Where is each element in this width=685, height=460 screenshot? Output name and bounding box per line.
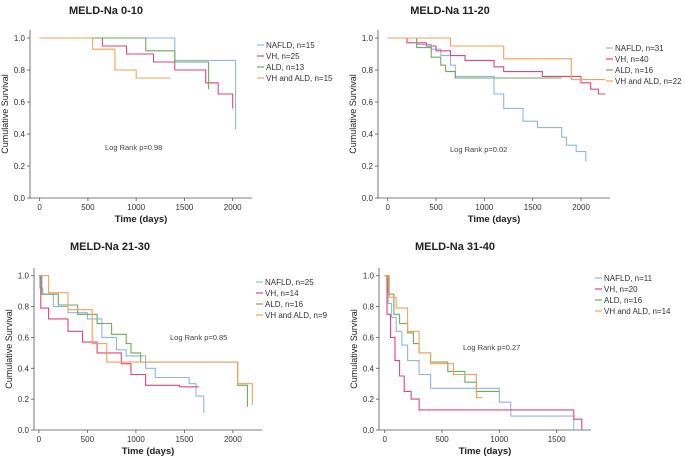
legend-entry: ALD, n=13 bbox=[266, 63, 305, 72]
series-line-vh bbox=[38, 275, 199, 388]
y-tick-label: 0.6 bbox=[14, 98, 26, 107]
legend-entry: VH and ALD, n=22 bbox=[615, 77, 682, 86]
x-tick-label: 1000 bbox=[490, 435, 508, 444]
x-tick-label: 0 bbox=[37, 203, 42, 212]
x-tick-label: 0 bbox=[383, 435, 388, 444]
y-tick-label: 0.0 bbox=[362, 194, 374, 203]
y-axis-label: Cumulative Survival bbox=[349, 309, 359, 389]
legend-entry: VH, n=14 bbox=[265, 289, 299, 298]
x-tick-label: 1000 bbox=[127, 203, 145, 212]
series-line-vh-and-ald bbox=[384, 275, 483, 399]
y-tick-label: 0.8 bbox=[363, 303, 375, 312]
legend: NAFLD, n=25 VH, n=14 ALD, n=16 VH and ALD, … bbox=[256, 278, 328, 320]
y-tick-label: 0.4 bbox=[363, 364, 375, 373]
x-tick-label: 1500 bbox=[548, 435, 566, 444]
y-axis-label: Cumulative Survival bbox=[348, 74, 358, 154]
series-line-ald bbox=[39, 37, 210, 90]
x-tick-label: 500 bbox=[429, 203, 443, 212]
legend: NAFLD, n=31 VH, n=40 ALD, n=16 VH and ALD, … bbox=[606, 44, 682, 86]
y-tick-label: 0.2 bbox=[363, 395, 375, 404]
x-axis-label: Time (days) bbox=[122, 446, 175, 457]
x-axis-label: Time (days) bbox=[115, 214, 168, 225]
x-tick-label: 0 bbox=[385, 203, 390, 212]
x-tick-label: 2000 bbox=[224, 435, 242, 444]
x-tick-label: 2000 bbox=[224, 203, 242, 212]
series-line-vh bbox=[387, 37, 606, 95]
series-line-vh-and-ald bbox=[38, 275, 253, 406]
y-tick-label: 0.8 bbox=[362, 66, 374, 75]
y-tick-label: 0.2 bbox=[362, 162, 374, 171]
legend-entry: VH and ALD, n=15 bbox=[266, 74, 333, 83]
log-rank-annotation: Log Rank p=0.98 bbox=[105, 143, 162, 152]
legend-entry: NAFLD, n=25 bbox=[265, 278, 314, 287]
y-axis-label: Cumulative Survival bbox=[4, 309, 14, 389]
y-tick-label: 0.6 bbox=[362, 98, 374, 107]
x-tick-label: 1000 bbox=[475, 203, 493, 212]
chart-panel-4: MELD-Na 31-40 0.0 0.2 0.4 0.6 0.8 1.0 0 500 1000 1… bbox=[349, 241, 671, 457]
legend-entry: ALD, n=16 bbox=[604, 296, 643, 305]
x-tick-label: 1500 bbox=[175, 435, 193, 444]
series-line-vh bbox=[384, 275, 583, 430]
series-line-vh-and-ald bbox=[387, 37, 606, 81]
x-tick-label: 1500 bbox=[176, 203, 194, 212]
y-tick-label: 0.4 bbox=[14, 130, 26, 139]
series-line-ald bbox=[384, 275, 500, 392]
series-line-ald bbox=[387, 37, 562, 79]
log-rank-annotation: Log Rank p=0.02 bbox=[450, 145, 507, 154]
x-tick-label: 0 bbox=[37, 435, 42, 444]
legend-entry: NAFLD, n=15 bbox=[266, 41, 315, 50]
y-tick-label: 1.0 bbox=[14, 34, 26, 43]
x-tick-label: 1500 bbox=[524, 203, 542, 212]
y-tick-label: 0.8 bbox=[18, 303, 30, 312]
series-line-nafld bbox=[387, 37, 587, 162]
x-tick-label: 500 bbox=[435, 435, 449, 444]
x-axis-label: Time (days) bbox=[459, 446, 512, 457]
x-tick-label: 2000 bbox=[572, 203, 590, 212]
chart-panel-1: MELD-Na 0-10 0.0 0.2 0.4 0.6 0.8 1.0 0 500 1000 15… bbox=[0, 5, 333, 225]
x-tick-label: 500 bbox=[81, 203, 95, 212]
y-tick-label: 1.0 bbox=[362, 34, 374, 43]
y-tick-label: 0.2 bbox=[14, 162, 26, 171]
x-tick-label: 500 bbox=[81, 435, 95, 444]
legend-entry: VH and ALD, n=14 bbox=[604, 307, 671, 316]
y-tick-label: 1.0 bbox=[363, 272, 375, 281]
legend-entry: NAFLD, n=31 bbox=[615, 44, 664, 53]
y-tick-label: 0.0 bbox=[14, 194, 26, 203]
y-tick-label: 0.6 bbox=[363, 333, 375, 342]
legend: NAFLD, n=11 VH, n=20 ALD, n=16 VH and ALD, … bbox=[595, 274, 671, 316]
y-axis-label: Cumulative Survival bbox=[0, 74, 10, 154]
series-line-vh-and-ald bbox=[39, 37, 170, 79]
y-tick-label: 1.0 bbox=[18, 272, 30, 281]
y-tick-label: 0.6 bbox=[18, 333, 30, 342]
chart-title: MELD-Na 21-30 bbox=[70, 241, 150, 253]
y-tick-label: 0.4 bbox=[18, 364, 30, 373]
chart-title: MELD-Na 11-20 bbox=[410, 5, 489, 17]
chart-title: MELD-Na 31-40 bbox=[415, 241, 495, 253]
y-tick-label: 0.2 bbox=[18, 395, 30, 404]
legend-entry: VH and ALD, n=9 bbox=[265, 311, 328, 320]
x-axis-label: Time (days) bbox=[468, 214, 521, 225]
chart-panel-3: MELD-Na 21-30 0.0 0.2 0.4 0.6 0.8 1.0 0 500 1000 1… bbox=[4, 241, 328, 457]
legend: NAFLD, n=15 VH, n=25 ALD, n=13 VH and ALD, … bbox=[257, 41, 333, 83]
series-line-nafld bbox=[384, 275, 575, 430]
legend-entry: VH, n=40 bbox=[615, 55, 649, 64]
legend-entry: VH, n=25 bbox=[266, 52, 300, 61]
legend-entry: NAFLD, n=11 bbox=[604, 274, 653, 283]
log-rank-annotation: Log Rank p=0.85 bbox=[170, 333, 227, 342]
chart-title: MELD-Na 0-10 bbox=[69, 5, 143, 17]
x-tick-label: 1000 bbox=[127, 435, 145, 444]
series-line-nafld bbox=[38, 275, 205, 413]
y-tick-label: 0.4 bbox=[362, 130, 374, 139]
legend-entry: VH, n=20 bbox=[604, 285, 638, 294]
chart-panel-2: MELD-Na 11-20 0.0 0.2 0.4 0.6 0.8 1.0 0 500 1000 1… bbox=[348, 5, 682, 225]
y-tick-label: 0.8 bbox=[14, 66, 26, 75]
log-rank-annotation: Log Rank p=0.27 bbox=[463, 343, 520, 352]
legend-entry: ALD, n=16 bbox=[615, 66, 654, 75]
legend-entry: ALD, n=16 bbox=[265, 300, 304, 309]
series-line-nafld bbox=[39, 37, 237, 130]
y-tick-label: 0.0 bbox=[363, 426, 375, 435]
y-tick-label: 0.0 bbox=[18, 426, 30, 435]
